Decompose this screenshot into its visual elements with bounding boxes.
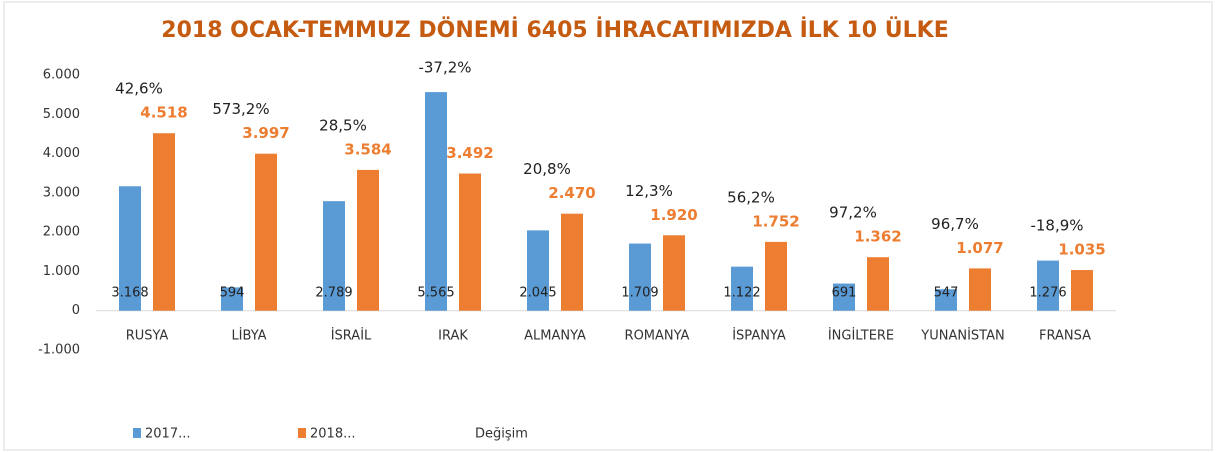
x-tick-label: İSRAİL <box>331 328 372 344</box>
change-label: 56,2% <box>727 188 775 206</box>
bar <box>323 201 345 311</box>
value-label: 1.362 <box>854 228 901 246</box>
bar <box>867 257 889 311</box>
bar <box>935 289 957 311</box>
value-label: 2.470 <box>548 184 595 202</box>
change-label: 97,2% <box>829 204 877 222</box>
value-label: 3.997 <box>242 124 289 142</box>
change-label: 20,8% <box>523 160 571 178</box>
x-tick-label: IRAK <box>438 329 468 344</box>
bar <box>357 169 379 311</box>
value-label: 1.077 <box>956 239 1003 257</box>
bar <box>629 243 651 311</box>
legend-swatch <box>133 428 141 438</box>
value-label: 1.709 <box>621 286 658 301</box>
change-label: 42,6% <box>115 80 163 98</box>
value-label: 5.565 <box>417 286 454 301</box>
x-tick-label: İSPANYA <box>732 328 786 344</box>
bar <box>459 173 481 311</box>
value-label: 1.035 <box>1058 241 1105 259</box>
bar <box>663 235 685 311</box>
x-tick-label: FRANSA <box>1039 329 1091 344</box>
x-tick-label: LİBYA <box>231 328 266 344</box>
value-label: 3.584 <box>344 140 391 158</box>
value-label: 2.789 <box>315 286 352 301</box>
value-label: 3.168 <box>111 286 148 301</box>
bar <box>527 230 549 311</box>
y-tick-label: 4.000 <box>43 146 80 161</box>
change-label: 28,5% <box>319 116 367 134</box>
bar <box>153 133 175 311</box>
bar <box>561 213 583 311</box>
value-label: 3.492 <box>446 144 493 162</box>
legend-swatch <box>298 428 306 438</box>
y-tick-label: 5.000 <box>43 107 80 122</box>
bar <box>221 287 243 311</box>
bar <box>833 283 855 311</box>
x-tick-label: ROMANYA <box>625 329 690 344</box>
change-label: -18,9% <box>1030 217 1083 235</box>
legend-label: 2017... <box>145 427 190 442</box>
change-label: 573,2% <box>212 100 269 118</box>
bar <box>425 92 447 311</box>
change-label: 12,3% <box>625 182 673 200</box>
value-label: 2.045 <box>519 286 556 301</box>
value-label: 1.122 <box>723 286 760 301</box>
bar <box>731 266 753 311</box>
bar <box>119 186 141 311</box>
y-tick-label: 0 <box>72 303 80 318</box>
y-tick-label: 6.000 <box>43 68 80 83</box>
change-label: 96,7% <box>931 215 979 233</box>
y-tick-label: 3.000 <box>43 185 80 200</box>
bar <box>969 268 991 311</box>
y-tick-label: 2.000 <box>43 225 80 240</box>
change-label: -37,2% <box>418 59 471 77</box>
bar <box>1071 270 1093 311</box>
value-label: 1.752 <box>752 212 799 230</box>
x-tick-label: RUSYA <box>126 329 169 344</box>
value-label: 1.276 <box>1029 286 1066 301</box>
bar <box>255 153 277 311</box>
chart-title: 2018 OCAK-TEMMUZ DÖNEMİ 6405 İHRACATIMIZ… <box>161 17 948 43</box>
value-label: 1.920 <box>650 206 697 224</box>
y-tick-label: -1.000 <box>38 343 80 358</box>
bar <box>1037 260 1059 311</box>
x-tick-label: ALMANYA <box>524 329 586 344</box>
legend-label: 2018... <box>310 427 355 442</box>
value-label: 4.518 <box>140 104 187 122</box>
value-label: 594 <box>220 286 245 301</box>
value-label: 691 <box>832 286 857 301</box>
bar <box>765 241 787 311</box>
chart-frame <box>3 1 1213 451</box>
x-tick-label: İNGİLTERE <box>828 328 894 344</box>
y-tick-label: 1.000 <box>43 264 80 279</box>
x-tick-label: YUNANİSTAN <box>920 328 1004 344</box>
value-label: 547 <box>934 286 959 301</box>
legend-label: Değişim <box>475 427 528 442</box>
